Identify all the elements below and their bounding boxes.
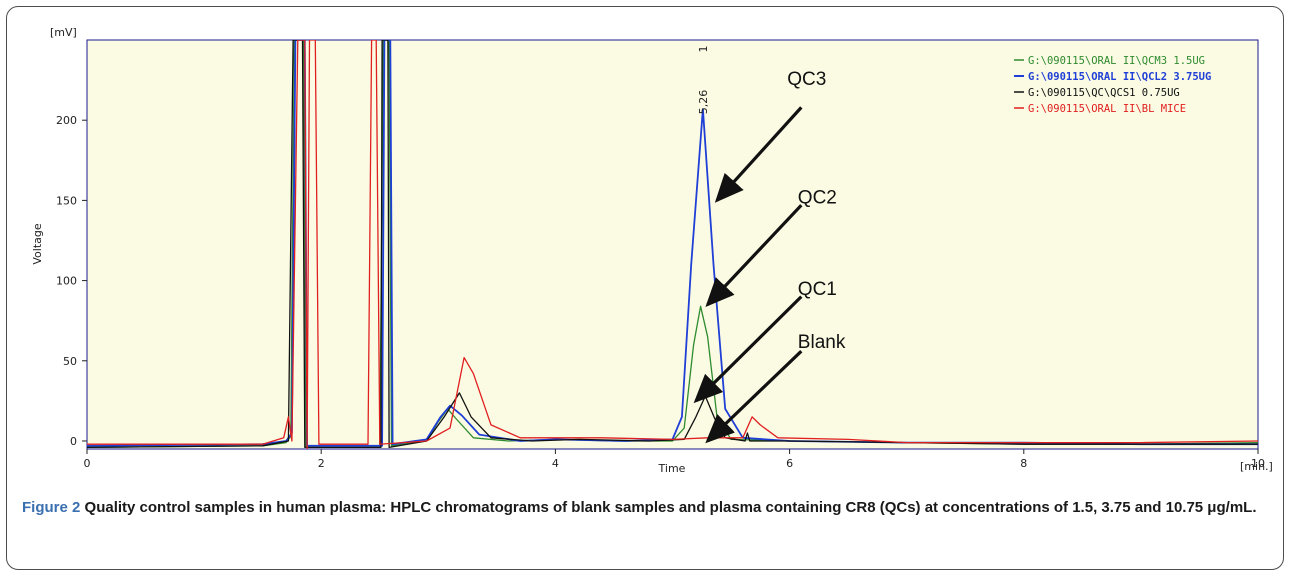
y-tick-label: 150 (56, 194, 77, 207)
annotation-label-0: QC3 (787, 69, 826, 90)
series-line-2 (87, 40, 1258, 449)
x-unit-label: [min.] (1240, 460, 1273, 473)
annotation-arrow-2 (693, 295, 803, 404)
plot-area (86, 39, 1259, 450)
peak-time-label: 5,26 (697, 90, 710, 115)
x-axis-label: Time (658, 462, 686, 475)
figure-caption: Figure 2 Quality control samples in huma… (22, 497, 1262, 519)
figure-label: Figure 2 (22, 499, 81, 516)
y-tick-label: 0 (70, 435, 77, 448)
annotation-arrow-3 (705, 350, 803, 444)
legend-entry-1: G:\090115\ORAL II\QCL2 3.75UG (1028, 71, 1211, 83)
legend-entry-0: G:\090115\ORAL II\QCM3 1.5UG (1028, 55, 1205, 67)
x-tick-label: 2 (318, 457, 325, 470)
x-tick-label: 0 (84, 457, 91, 470)
x-tick-label: 10 (1251, 457, 1265, 470)
y-tick-label: 50 (63, 355, 77, 368)
annotation-arrow-0 (714, 106, 803, 203)
legend-entry-3: G:\090115\ORAL II\BL MICE (1028, 103, 1186, 115)
y-tick-label: 200 (56, 114, 77, 127)
annotation-label-1: QC2 (798, 188, 837, 209)
peak-number-label: 1 (697, 46, 710, 53)
annotation-label-2: QC1 (798, 279, 837, 300)
y-unit-label: [mV] (50, 26, 77, 39)
series-line-3 (87, 40, 1258, 449)
legend-entry-2: G:\090115\QC\QCS1 0.75UG (1028, 87, 1180, 99)
x-tick-label: 8 (1020, 457, 1027, 470)
x-tick-label: 6 (786, 457, 793, 470)
annotation-arrow-1 (705, 204, 803, 307)
annotation-label-3: Blank (798, 332, 846, 353)
y-tick-label: 100 (56, 275, 77, 288)
x-tick-label: 4 (552, 457, 559, 470)
caption-text: Quality control samples in human plasma:… (80, 499, 1257, 516)
y-axis-label: Voltage (31, 223, 44, 264)
